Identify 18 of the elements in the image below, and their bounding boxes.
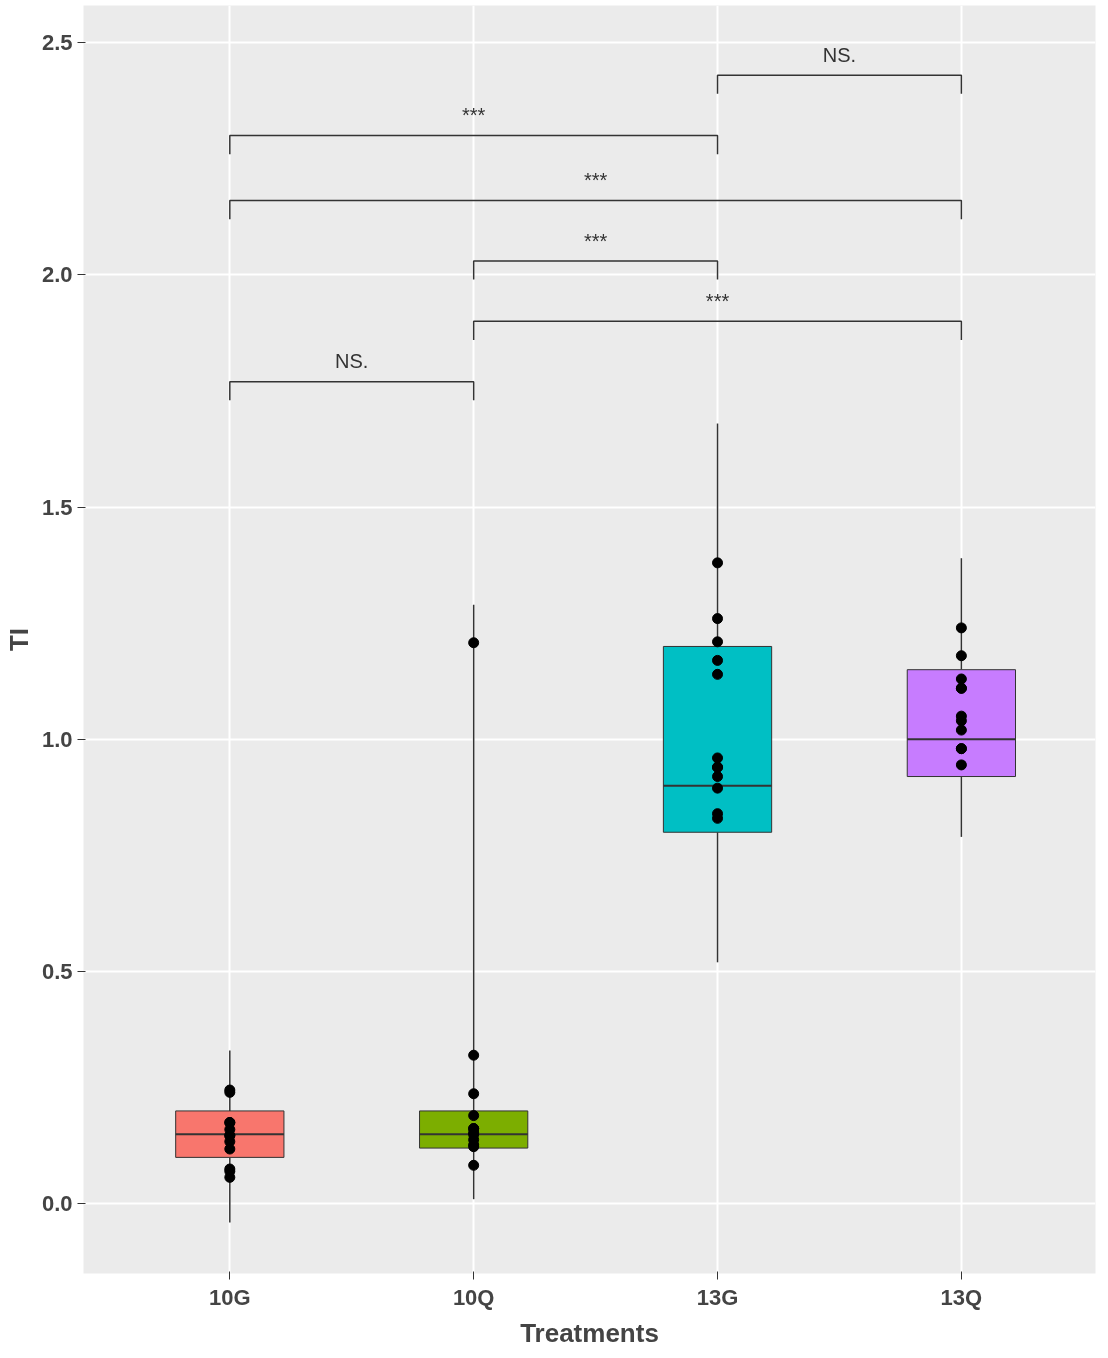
y-tick-label: 2.5 <box>41 30 73 56</box>
y-tick-label: 0.5 <box>41 959 73 985</box>
annotation: *** <box>583 229 608 252</box>
x-tick-label: 10G <box>209 1284 251 1310</box>
y-tick-label: 0.0 <box>41 1191 73 1217</box>
x-axis-title: Treatments <box>520 1317 659 1348</box>
annotation: *** <box>583 169 608 192</box>
y-axis-title: TI <box>3 627 34 652</box>
x-tick-label: 13Q <box>940 1284 983 1310</box>
y-tick-label: 1.0 <box>41 726 73 752</box>
y-tick-label: 1.5 <box>41 494 73 520</box>
annotation: *** <box>705 290 730 313</box>
annotation: *** <box>461 104 486 127</box>
x-tick-label: 13G <box>696 1284 739 1310</box>
y-tick-label: 2.0 <box>41 262 73 288</box>
annotation: NS. <box>822 43 857 66</box>
annotation: NS. <box>335 350 369 373</box>
x-tick-label: 10Q <box>452 1284 495 1310</box>
